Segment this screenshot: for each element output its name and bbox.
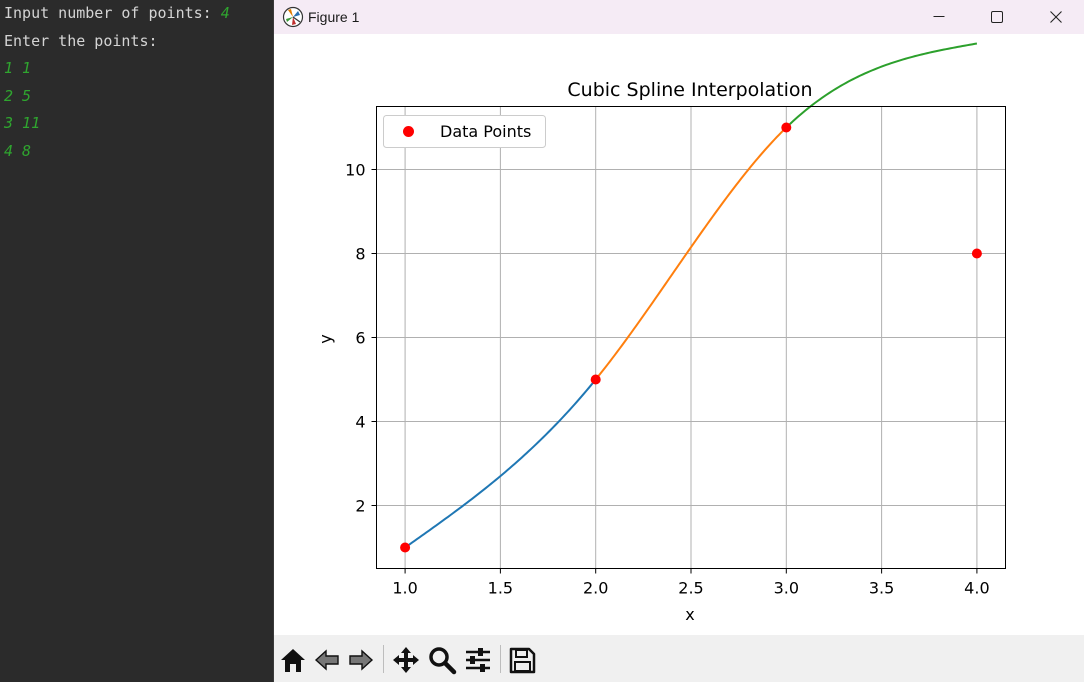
maximize-button[interactable] (968, 0, 1026, 34)
navigation-toolbar (274, 635, 1084, 682)
spline-segment-3 (785, 42, 978, 129)
data-point (971, 248, 982, 259)
x-ticks: 1.0 1.5 2.0 2.5 3.0 3.5 4.0 (392, 568, 990, 598)
y-ticks: 2 4 6 8 10 (345, 161, 377, 516)
maximize-icon (991, 11, 1003, 23)
y-tick-label: 4 (355, 413, 365, 432)
spline-segment-2 (594, 126, 787, 381)
toolbar-separator (500, 645, 501, 673)
y-tick-label: 2 (355, 497, 365, 516)
back-icon (314, 649, 339, 671)
figure-canvas[interactable]: 1.0 1.5 2.0 2.5 3.0 3.5 4.0 2 4 6 8 10 Cubic Splin… (274, 34, 1084, 635)
y-axis-label: y (316, 334, 335, 343)
close-icon (1050, 11, 1062, 23)
forward-icon (349, 649, 374, 671)
grid-lines (376, 106, 1006, 569)
count-input-value: 4 (220, 4, 230, 22)
spline-segment-1 (404, 378, 597, 549)
minimize-button[interactable] (910, 0, 968, 34)
configure-subplots-icon (466, 648, 490, 672)
point-input-4: 4 8 (4, 142, 32, 160)
zoom-button[interactable] (427, 645, 457, 675)
x-tick-label: 4.0 (964, 579, 989, 598)
spline-curves (404, 42, 978, 549)
toolbar-separator (383, 645, 384, 673)
close-button[interactable] (1027, 0, 1084, 34)
home-button[interactable] (278, 645, 308, 675)
x-tick-label: 1.0 (392, 579, 417, 598)
y-tick-label: 10 (345, 161, 365, 180)
configure-subplots-button[interactable] (463, 645, 493, 675)
x-tick-label: 1.5 (488, 579, 513, 598)
y-tick-label: 6 (355, 329, 365, 348)
home-icon (281, 649, 305, 672)
x-tick-label: 2.0 (583, 579, 608, 598)
point-input-3: 3 11 (4, 114, 41, 132)
data-points (400, 122, 982, 553)
x-tick-label: 3.0 (774, 579, 799, 598)
data-point (781, 122, 792, 133)
count-prompt: Input number of points: (4, 4, 221, 22)
forward-button[interactable] (346, 645, 376, 675)
matplotlib-logo-icon (282, 6, 304, 28)
x-axis-label: x (685, 605, 694, 624)
zoom-icon (429, 647, 457, 675)
data-point (400, 542, 411, 553)
y-tick-label: 8 (355, 245, 365, 264)
save-button[interactable] (507, 645, 537, 675)
spline-chart: 1.0 1.5 2.0 2.5 3.0 3.5 4.0 2 4 6 8 10 Cubic Splin… (316, 42, 1006, 624)
chart-title: Cubic Spline Interpolation (567, 79, 812, 101)
terminal-line-count: Input number of points: 4 (4, 3, 230, 23)
data-point (590, 374, 601, 385)
legend: Data Points (383, 115, 546, 148)
x-tick-label: 2.5 (678, 579, 703, 598)
point-input-2: 2 5 (4, 87, 32, 105)
legend-marker (403, 126, 414, 137)
pan-button[interactable] (391, 645, 421, 675)
save-icon (509, 647, 536, 674)
x-tick-label: 3.5 (869, 579, 894, 598)
back-button[interactable] (312, 645, 342, 675)
figure-window: Figure 1 1.0 1.5 2.0 2.5 3.0 3.5 4.0 2 4 6 8 10 Cu… (273, 0, 1084, 682)
point-input-1: 1 1 (4, 59, 32, 77)
points-prompt: Enter the points: (4, 32, 158, 50)
terminal-panel[interactable]: Input number of points: 4 Enter the poin… (0, 0, 274, 682)
legend-label: Data Points (440, 122, 531, 141)
pan-icon (393, 647, 419, 673)
window-titlebar[interactable]: Figure 1 (274, 0, 1084, 34)
minimize-icon (933, 16, 945, 17)
legend-box (383, 115, 546, 148)
window-title: Figure 1 (308, 9, 360, 25)
